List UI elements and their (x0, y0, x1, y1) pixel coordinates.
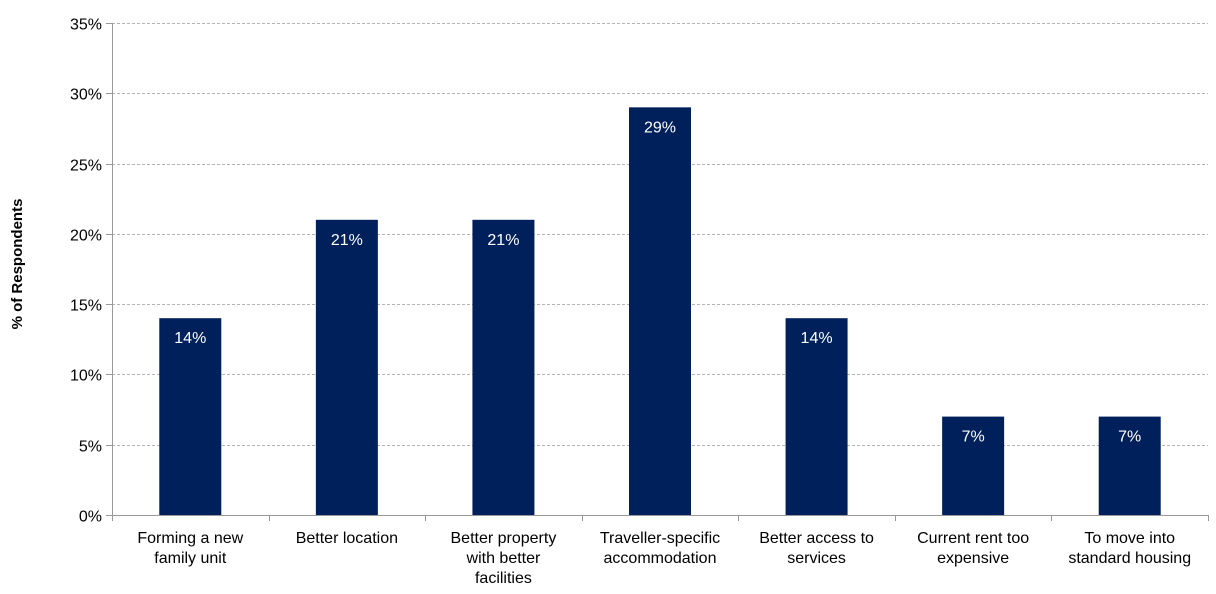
data-label: 7% (1118, 429, 1141, 446)
category-label: Better access to (759, 530, 874, 547)
data-label: 14% (801, 330, 833, 347)
bar (315, 219, 378, 516)
y-axis-title: % of Respondents (9, 199, 26, 330)
y-tick-label: 10% (70, 368, 102, 385)
data-label: 29% (644, 119, 676, 136)
data-label: 14% (174, 330, 206, 347)
category-label: Forming a new (137, 530, 243, 547)
y-tick-label: 20% (70, 228, 102, 245)
category-label: Better location (296, 530, 398, 547)
category-label: standard housing (1068, 550, 1191, 567)
data-label: 21% (331, 232, 363, 249)
category-label: Traveller-specific (600, 530, 720, 547)
bar (629, 107, 691, 515)
bars (159, 107, 1161, 516)
category-label: services (787, 550, 846, 567)
category-label: expensive (937, 550, 1009, 567)
bar (785, 318, 848, 515)
data-label: 7% (962, 429, 985, 446)
y-tick-label: 15% (70, 298, 102, 315)
y-tick-label: 35% (70, 17, 102, 34)
bar (942, 416, 1005, 515)
category-label: accommodation (604, 550, 717, 567)
bar (472, 219, 535, 516)
category-label: To move into (1084, 530, 1175, 547)
data-label: 21% (487, 232, 519, 249)
y-tick-label: 25% (70, 158, 102, 175)
category-label: family unit (154, 550, 227, 567)
y-tick-label: 30% (70, 87, 102, 104)
bar (159, 318, 222, 515)
y-tick-label: 0% (79, 509, 102, 526)
category-label: Current rent too (917, 530, 1029, 547)
category-label: facilities (475, 570, 532, 587)
bar (1098, 416, 1161, 515)
axes (106, 23, 1209, 521)
category-label: with better (466, 550, 541, 567)
labels: 0% 5% 10% 15% 20% 25% 30% 35% 14% Forming a new fa… (70, 17, 1191, 588)
category-label: Better property (451, 530, 557, 547)
y-tick-label: 5% (79, 439, 102, 456)
